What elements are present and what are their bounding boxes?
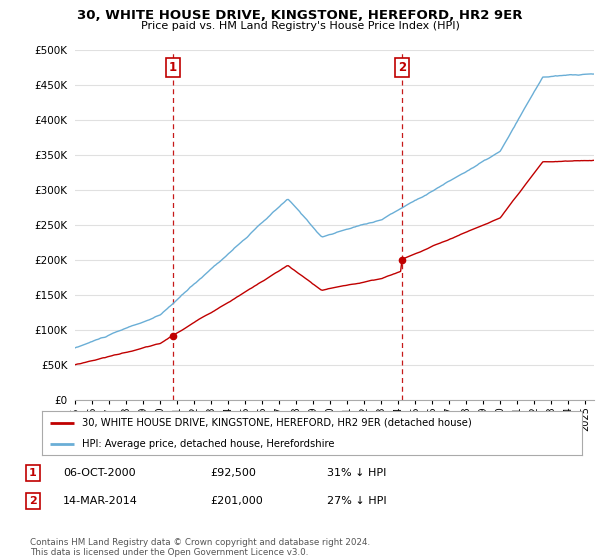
Text: 1: 1 (29, 468, 37, 478)
Text: Price paid vs. HM Land Registry's House Price Index (HPI): Price paid vs. HM Land Registry's House … (140, 21, 460, 31)
Text: £92,500: £92,500 (210, 468, 256, 478)
Text: 27% ↓ HPI: 27% ↓ HPI (327, 496, 386, 506)
Text: HPI: Average price, detached house, Herefordshire: HPI: Average price, detached house, Here… (83, 439, 335, 449)
Text: £201,000: £201,000 (210, 496, 263, 506)
Text: 2: 2 (29, 496, 37, 506)
Text: 06-OCT-2000: 06-OCT-2000 (63, 468, 136, 478)
Text: 30, WHITE HOUSE DRIVE, KINGSTONE, HEREFORD, HR2 9ER: 30, WHITE HOUSE DRIVE, KINGSTONE, HEREFO… (77, 9, 523, 22)
Text: 31% ↓ HPI: 31% ↓ HPI (327, 468, 386, 478)
Text: 1: 1 (169, 62, 177, 74)
Text: Contains HM Land Registry data © Crown copyright and database right 2024.
This d: Contains HM Land Registry data © Crown c… (30, 538, 370, 557)
Text: 30, WHITE HOUSE DRIVE, KINGSTONE, HEREFORD, HR2 9ER (detached house): 30, WHITE HOUSE DRIVE, KINGSTONE, HEREFO… (83, 418, 472, 428)
Text: 14-MAR-2014: 14-MAR-2014 (63, 496, 138, 506)
Text: 2: 2 (398, 62, 406, 74)
